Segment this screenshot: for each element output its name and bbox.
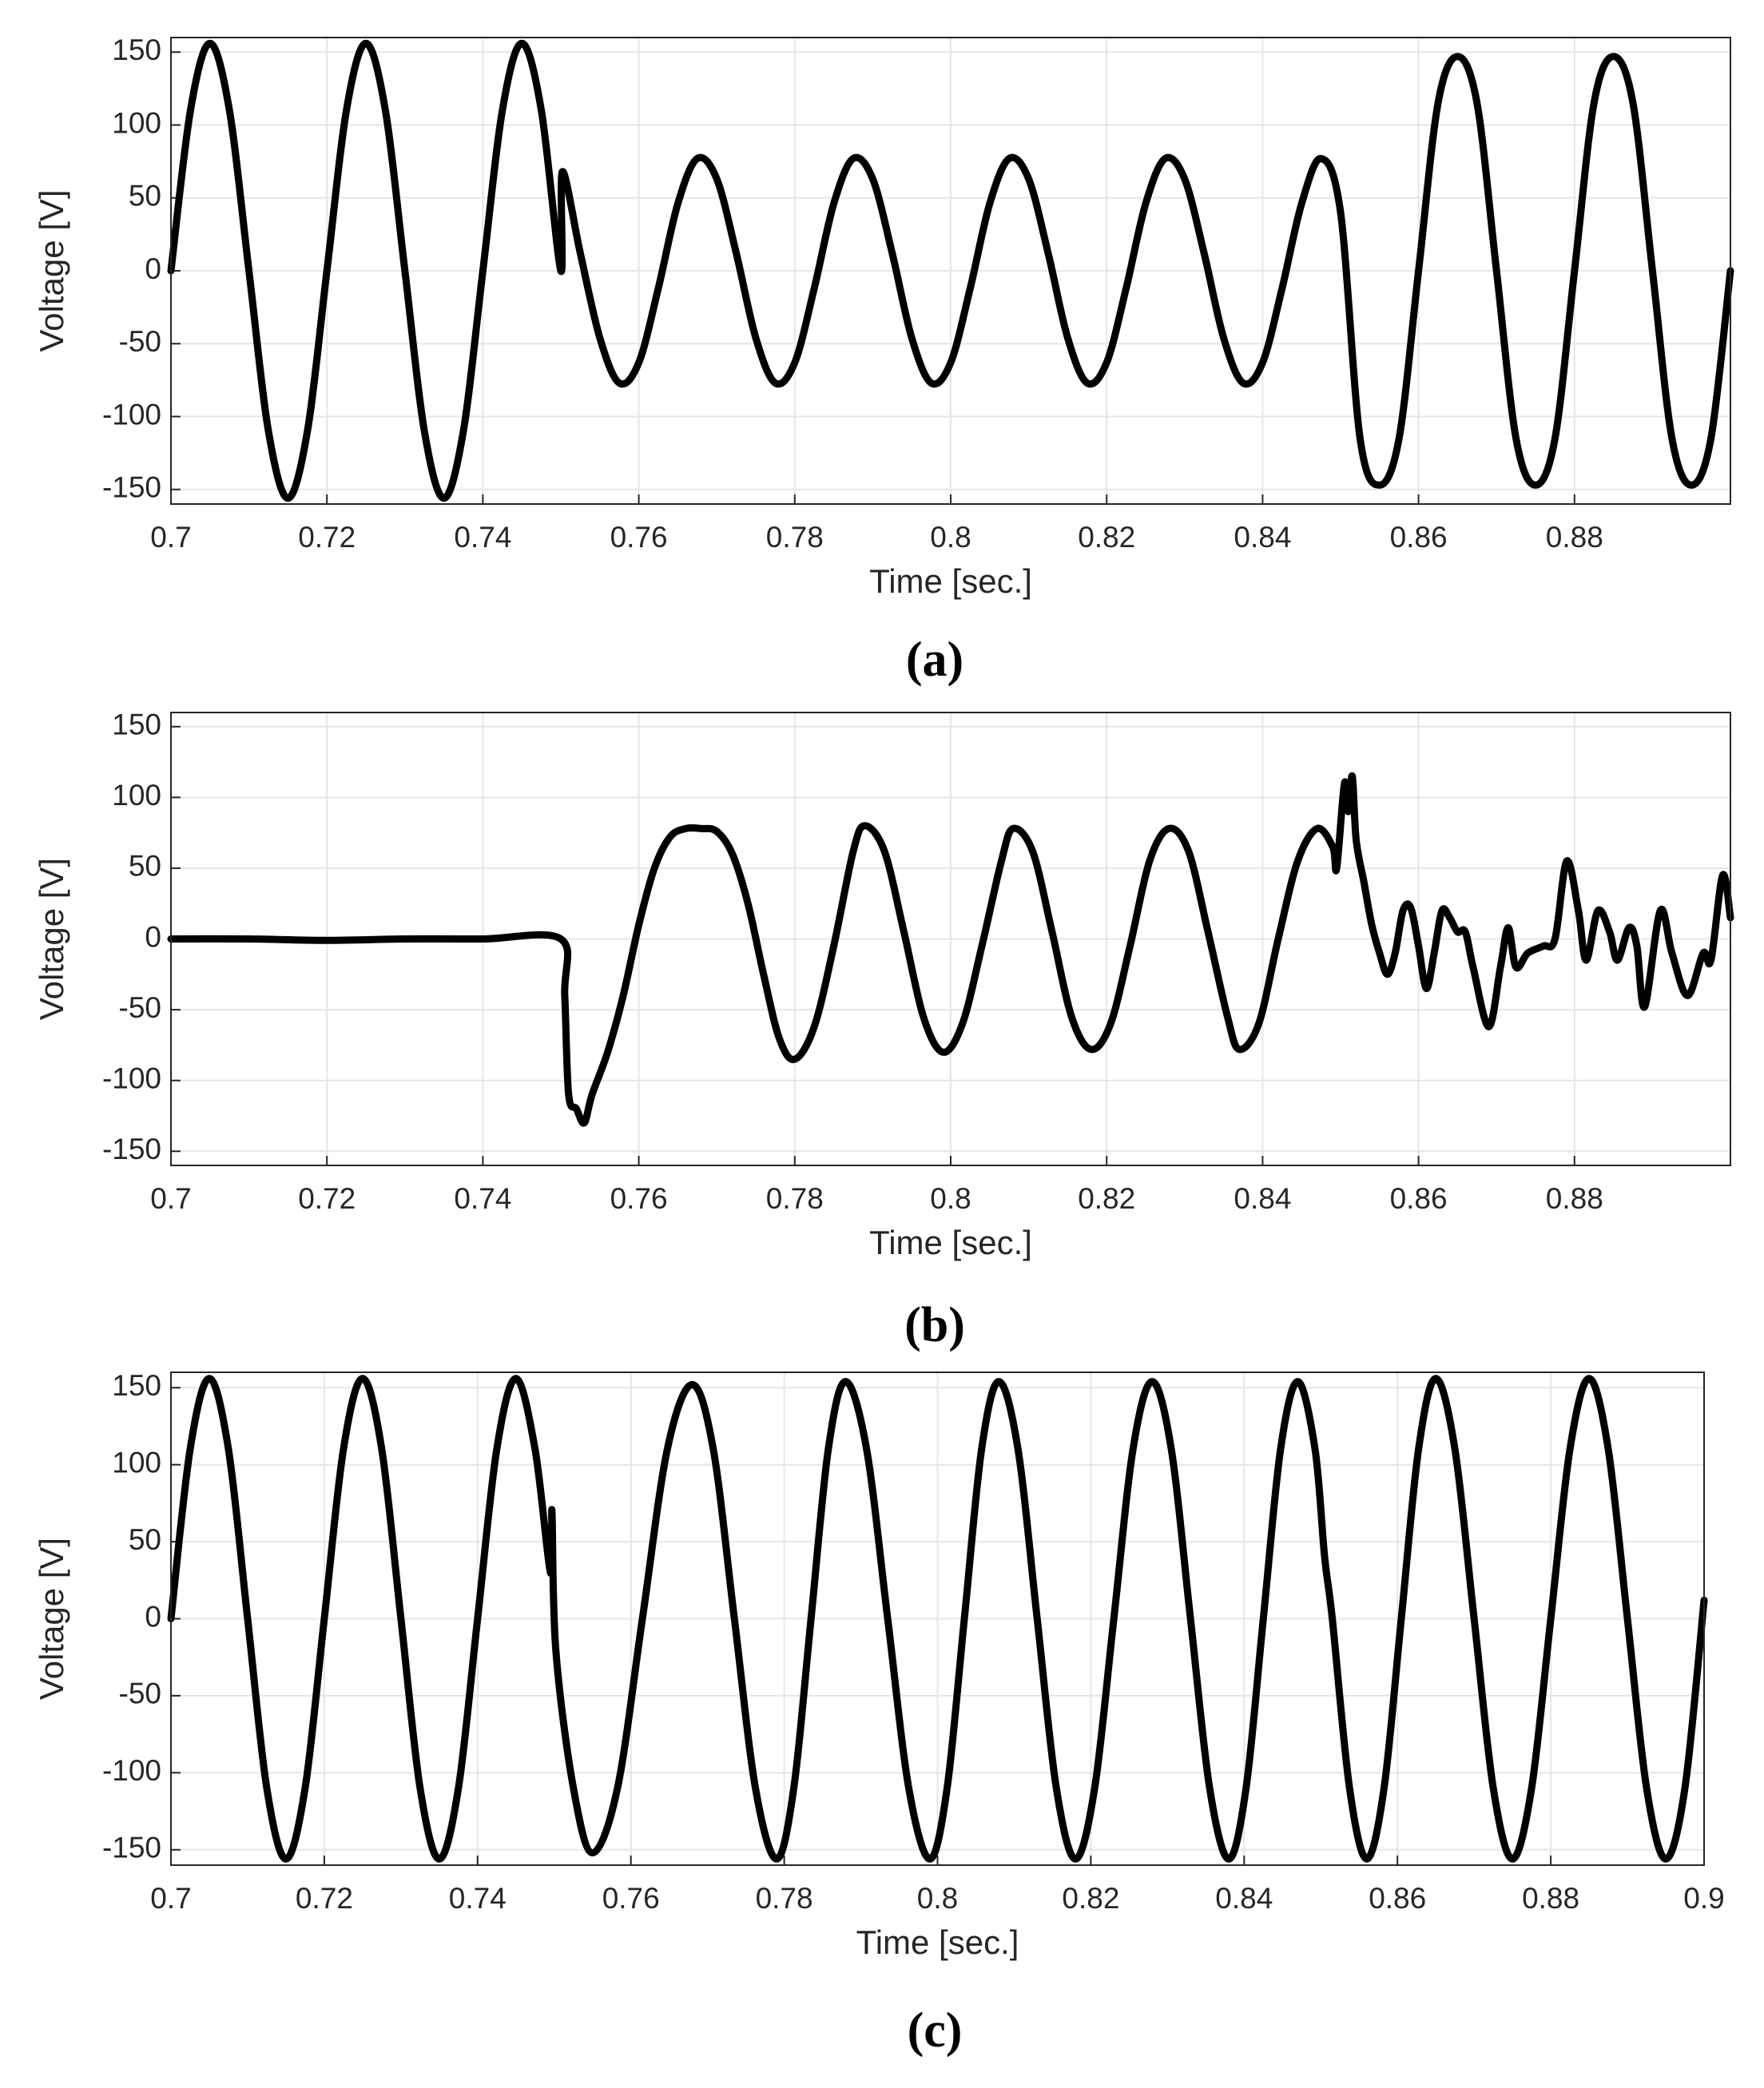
x-tick-label: 0.86	[1390, 1182, 1448, 1215]
x-tick-label: 0.74	[449, 1882, 507, 1915]
axes-frame	[170, 37, 1731, 505]
y-tick-label: 100	[112, 1446, 161, 1479]
y-tick-label: 100	[112, 779, 161, 812]
x-tick-label: 0.82	[1062, 1882, 1119, 1915]
x-tick-label: 0.84	[1234, 1182, 1291, 1215]
x-tick-label: 0.88	[1546, 521, 1603, 554]
y-tick-label: -150	[102, 471, 161, 504]
x-tick-label: 0.8	[917, 1882, 958, 1915]
x-tick-label: 0.8	[930, 1182, 971, 1215]
y-axis-label: Voltage [V]	[33, 858, 70, 1020]
x-tick-label: 0.72	[298, 1182, 356, 1215]
x-tick-label: 0.78	[766, 1182, 824, 1215]
y-tick-label: 150	[112, 709, 161, 741]
data-line	[167, 39, 1734, 502]
y-tick-label: 0	[145, 920, 161, 953]
x-tick-label: 0.88	[1546, 1182, 1603, 1215]
y-tick-label: 150	[112, 1369, 161, 1402]
y-tick-label: -100	[102, 1062, 161, 1094]
x-tick-label: 0.9	[1683, 1882, 1724, 1915]
y-tick-label: -100	[102, 398, 161, 431]
y-tick-label: -150	[102, 1133, 161, 1165]
y-tick-label: 0	[145, 252, 161, 285]
x-tick-label: 0.78	[766, 521, 824, 554]
x-tick-label: 0.76	[602, 1882, 660, 1915]
x-tick-label: 0.72	[298, 521, 356, 554]
x-tick-label: 0.7	[150, 1182, 191, 1215]
x-axis-label: Time [sec.]	[869, 1224, 1032, 1261]
x-tick-label: 0.82	[1078, 1182, 1135, 1215]
axes-frame	[170, 712, 1731, 1166]
y-tick-label: -100	[102, 1754, 161, 1787]
caption: (a)	[906, 633, 963, 687]
x-tick-label: 0.74	[454, 1182, 511, 1215]
y-tick-label: 50	[129, 850, 161, 883]
caption: (b)	[904, 1298, 965, 1352]
x-tick-label: 0.74	[454, 521, 511, 554]
x-axis-label: Time [sec.]	[856, 1923, 1019, 1961]
x-tick-label: 0.84	[1215, 1882, 1273, 1915]
y-tick-label: 50	[129, 1523, 161, 1556]
x-tick-label: 0.76	[610, 521, 668, 554]
x-tick-label: 0.86	[1369, 1882, 1426, 1915]
x-tick-label: 0.86	[1390, 521, 1448, 554]
y-tick-label: -150	[102, 1832, 161, 1864]
data-line	[167, 1375, 1708, 1863]
data-line	[167, 772, 1734, 1127]
y-axis-label: Voltage [V]	[33, 189, 70, 351]
x-tick-label: 0.72	[296, 1882, 353, 1915]
y-tick-label: 50	[129, 180, 161, 212]
y-tick-label: -50	[119, 1677, 161, 1710]
x-tick-label: 0.76	[610, 1182, 668, 1215]
x-tick-label: 0.84	[1234, 521, 1291, 554]
y-tick-label: -50	[119, 991, 161, 1024]
x-tick-label: 0.82	[1078, 521, 1135, 554]
y-tick-label: 100	[112, 106, 161, 139]
y-axis-label: Voltage [V]	[33, 1538, 70, 1700]
y-tick-label: -50	[119, 325, 161, 358]
x-tick-label: 0.7	[150, 1882, 191, 1915]
y-tick-label: 0	[145, 1600, 161, 1633]
y-tick-label: 150	[112, 34, 161, 66]
axes-frame	[170, 1371, 1705, 1866]
x-axis-label: Time [sec.]	[869, 562, 1032, 600]
x-tick-label: 0.78	[756, 1882, 813, 1915]
x-tick-label: 0.8	[930, 521, 971, 554]
x-tick-label: 0.88	[1522, 1882, 1579, 1915]
x-tick-label: 0.7	[150, 521, 191, 554]
caption: (c)	[908, 2003, 963, 2058]
